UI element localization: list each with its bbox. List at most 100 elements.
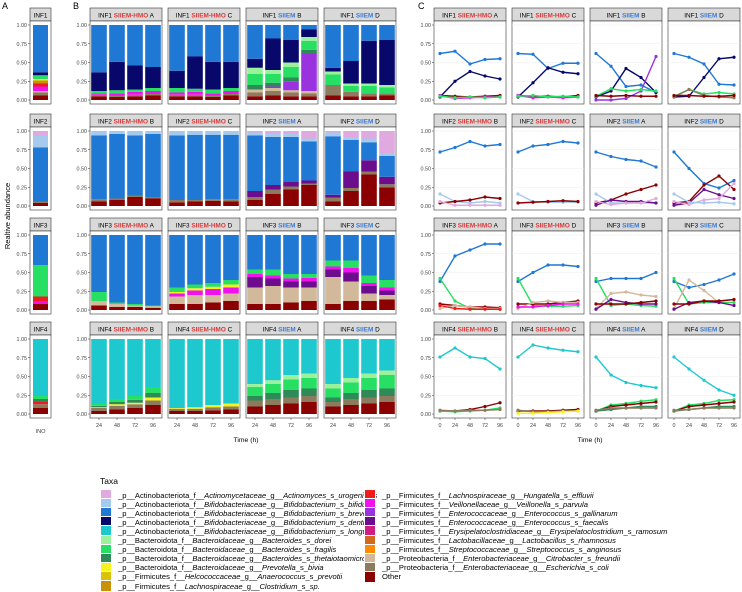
series-point [483, 57, 487, 62]
bar-segment [325, 67, 341, 72]
series-point [546, 95, 550, 99]
a-inf3-ytick-label: 0.25 [17, 289, 28, 295]
b-inf4-b-ytick-label: 1.00 [77, 337, 88, 343]
series-point [687, 367, 691, 371]
strip-text-part: A [492, 223, 498, 230]
bar-segment [343, 91, 359, 97]
bar-segment [33, 75, 48, 79]
series-point [438, 51, 442, 56]
series-point [702, 198, 706, 202]
c-xtick-label: 24 [452, 423, 458, 429]
strip-text-part: D [373, 119, 380, 126]
bar-segment [379, 25, 395, 40]
bar-segment [361, 403, 377, 414]
c-inf3-b-strip-label: INF3 SIIEM B [606, 223, 645, 230]
strip-text-part: D [373, 327, 380, 334]
series-point [468, 248, 472, 252]
strip-text-part: B [639, 223, 645, 230]
bar-segment [265, 275, 281, 279]
bar-segment [247, 406, 263, 414]
bar-segment [187, 201, 203, 206]
series-point [732, 55, 736, 59]
bar-segment [33, 135, 48, 148]
b-inf2-b-ytick-label: 0.25 [77, 185, 88, 191]
b-inf2-b-ytick-label: 0.00 [77, 204, 88, 210]
series-point [483, 242, 487, 246]
bar-segment [301, 53, 317, 91]
bar-segment [223, 287, 239, 294]
bar-segment [127, 304, 143, 306]
a-inf4-ytick-label: 0.50 [17, 375, 28, 381]
strip-text-part: INF4 [34, 327, 48, 334]
bar-segment [361, 301, 377, 310]
b-xtick-label: 48 [192, 423, 198, 429]
bar-segment [325, 397, 341, 402]
bar-segment [169, 88, 185, 93]
series-point [672, 199, 676, 204]
strip-text-part: SIIEM-HMO [114, 327, 148, 334]
series-point [732, 196, 736, 201]
bar-segment [265, 339, 281, 381]
bar-segment [187, 91, 203, 95]
series-point [498, 401, 502, 405]
bar-segment [33, 203, 48, 206]
series-point [531, 305, 535, 309]
bar-segment [379, 85, 395, 88]
c-xtick-label: 48 [623, 423, 629, 429]
bar-segment [301, 131, 317, 139]
series-point [624, 201, 628, 205]
bar-segment [361, 174, 377, 206]
c-inf3-a-strip-label: INF3 SIIEM-HMO A [442, 223, 498, 230]
bar-segment [33, 83, 48, 87]
bar-segment [265, 304, 281, 310]
strip-text-part: SIIEM-HMO [535, 13, 569, 20]
strip-text-part: C [570, 119, 577, 126]
c-inf3-a-ytick-label: 0.50 [421, 271, 432, 277]
bar-segment [283, 137, 299, 182]
strip-text-part: INF4 [520, 327, 536, 334]
strip-text-part: INF2 [684, 119, 700, 126]
bar-segment [343, 301, 359, 310]
series-point [498, 95, 502, 99]
bar-segment [379, 280, 395, 288]
strip-text-part: INF4 [607, 327, 623, 334]
bar-segment [205, 25, 221, 62]
bar-segment [33, 404, 48, 408]
bar-segment [343, 378, 359, 383]
bar-segment [343, 25, 359, 61]
series-point [438, 192, 442, 196]
bar-segment [283, 390, 299, 398]
series-point [732, 178, 736, 183]
bar-segment [247, 25, 263, 59]
bar-segment [343, 393, 359, 399]
a-inf3-ytick-label: 0.00 [17, 308, 28, 314]
c-inf4-b-ytick-label: 1.00 [421, 337, 432, 343]
c-inf2-b-ytick-label: 0.00 [421, 204, 432, 210]
bar-segment [33, 235, 48, 265]
series-point [594, 199, 598, 204]
bar-segment [265, 278, 281, 286]
bar-segment [145, 405, 161, 414]
b-xtick-label: 24 [330, 423, 336, 429]
bar-segment [301, 301, 317, 310]
strip-text-part: A [296, 119, 302, 126]
b-inf4-b-ytick-label: 0.75 [77, 356, 88, 362]
bar-segment [361, 83, 377, 86]
bar-segment [325, 25, 341, 68]
bar-segment [145, 67, 161, 88]
bar-segment [343, 140, 359, 172]
series-point [717, 299, 721, 303]
bar-segment [301, 138, 317, 142]
bar-segment [145, 306, 161, 308]
bar-segment [265, 82, 281, 87]
series-point [717, 406, 721, 410]
bar-segment [265, 189, 281, 194]
bar-segment [127, 91, 143, 95]
bar-segment [265, 73, 281, 83]
bar-segment [283, 281, 299, 288]
bar-segment [109, 302, 125, 304]
b-xtick-label: 72 [132, 423, 138, 429]
series-point [717, 57, 721, 61]
series-point [702, 183, 706, 187]
b-inf2-b-strip-label: INF2 SIIEM-HMO B [98, 119, 154, 126]
